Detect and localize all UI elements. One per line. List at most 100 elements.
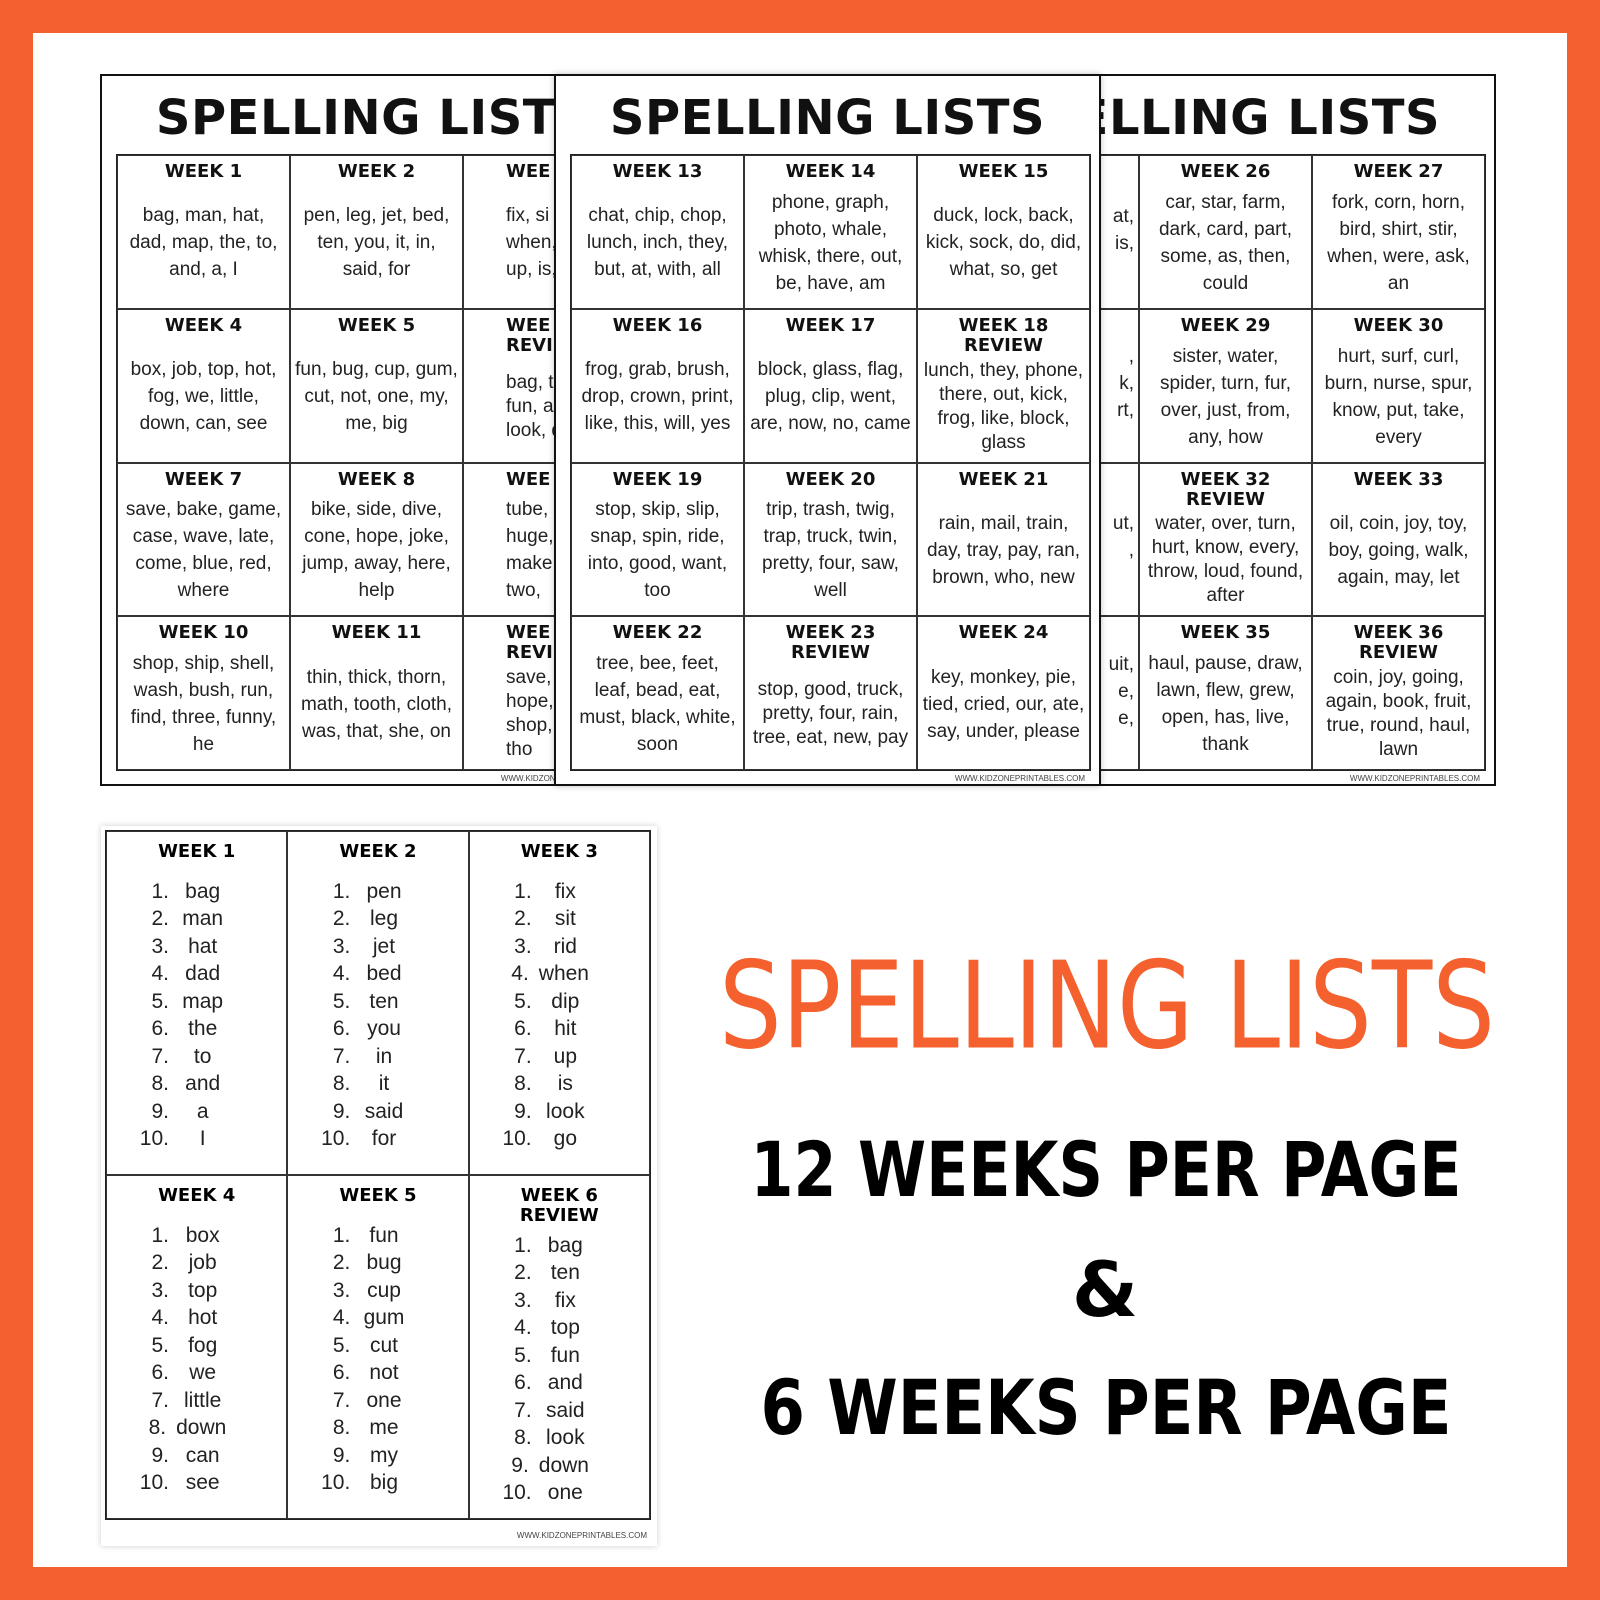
week-words: water, over, turn, hurt, know, every, th…	[1147, 513, 1304, 607]
list-number: 7.	[332, 1388, 351, 1412]
list-row: 1. box	[107, 1222, 286, 1250]
list-word: box	[185, 1223, 220, 1247]
headline: SPELLING LISTS 12 WEEKS PER PAGE & 6 WEE…	[719, 938, 1495, 1452]
word-line: tho	[506, 739, 533, 761]
list-word: dad	[185, 962, 221, 986]
list-row: 9. down	[470, 1452, 649, 1480]
list-row: 5. map	[107, 988, 286, 1016]
week-header: WEEK 23 REVIEW	[745, 617, 916, 663]
week-header: WEEK 5	[291, 310, 462, 336]
week-grid: WEEK 13 chat, chip, chop, lunch, inch, th…	[570, 154, 1091, 771]
list-row: 2. sit	[470, 906, 649, 934]
word-list: 1. box 2. job 3. top 4. hot 5. fog 6. we 7. little 8. d…	[107, 1222, 286, 1497]
week-title: WEEK 6	[520, 1185, 598, 1206]
list-row: 10. for	[288, 1126, 467, 1154]
list-row: 4. bed	[288, 961, 467, 989]
list-number: 8.	[332, 1416, 351, 1440]
list-number: 4.	[514, 1316, 532, 1340]
week-cell: WEEK 27 fork, corn, horn, bird, shirt, st…	[1312, 155, 1485, 309]
list-number: 1.	[151, 879, 169, 903]
week-grid: at, is, WEEK 26 car, star, farm, dark, card…	[965, 154, 1486, 771]
list-row: 3. rid	[470, 933, 649, 961]
week-words: stop, good, truck, pretty, four, rain, t…	[752, 679, 909, 749]
week-header: WEEK 13	[572, 156, 743, 182]
week-words: trip, trash, twig, trap, truck, twin, pr…	[762, 499, 899, 602]
week-cell: WEEK 8 bike, side, dive, cone, hope, joke…	[290, 462, 463, 617]
week-cell: WEEK 11 thin, thick, thorn, math, tooth, …	[290, 616, 463, 770]
week-header: WEE	[464, 156, 635, 182]
headline-amp: &	[1072, 1245, 1138, 1334]
list-row: 2. leg	[288, 906, 467, 934]
list-row: 8. is	[470, 1071, 649, 1099]
week-label: REVI	[506, 642, 553, 664]
six-week-page: WEEK 1 1. bag 2. man 3. hat 4. dad 5. map 6. the 7. to…	[101, 826, 657, 1546]
list-number: 2.	[151, 1251, 169, 1275]
week-cell: WEEK 20 trip, trash, twig, trap, truck, t…	[744, 462, 917, 617]
list-word: hat	[188, 934, 218, 958]
list-word: a	[196, 1099, 209, 1123]
week-header: WEEK 5	[288, 1186, 467, 1206]
list-number: 6.	[151, 1361, 169, 1385]
list-row: 9. a	[107, 1098, 286, 1126]
list-number: 9.	[332, 1443, 351, 1467]
list-word: top	[550, 1316, 580, 1340]
week-words: phone, graph, photo, whale, whisk, there…	[758, 191, 903, 294]
list-row: 4. hot	[107, 1305, 286, 1333]
list-row: 5. fog	[107, 1332, 286, 1360]
list-row: 8. it	[288, 1071, 467, 1099]
list-word: fun	[369, 1223, 399, 1247]
list-row: 6. we	[107, 1360, 286, 1388]
word-line: at,	[1112, 205, 1134, 227]
list-number: 7.	[332, 1044, 351, 1068]
list-word: I	[199, 1127, 206, 1151]
list-word: for	[371, 1127, 397, 1151]
week-title: WEEK 13	[612, 161, 703, 182]
list-row: 6. not	[288, 1360, 467, 1388]
list-row: 1. fun	[288, 1222, 467, 1250]
list-word: is	[557, 1072, 573, 1096]
list-word: fix	[554, 879, 576, 903]
list-word: cup	[367, 1278, 401, 1302]
list-number: 10.	[139, 1471, 169, 1495]
list-number: 9.	[151, 1099, 169, 1123]
list-word: leg	[369, 907, 398, 931]
week-title: WEEK 19	[612, 468, 703, 490]
list-word: dip	[551, 989, 580, 1013]
list-word: see	[185, 1471, 220, 1495]
list-row: 5. ten	[288, 988, 467, 1016]
week-cell: WEEK 5 fun, bug, cup, gum, cut, not, one,…	[290, 308, 463, 463]
list-word: man	[182, 907, 224, 931]
word-line: ,	[1128, 346, 1134, 368]
list-row: 8. down	[107, 1415, 286, 1443]
list-number: 2.	[514, 1261, 532, 1285]
word-line: ,	[1128, 540, 1134, 562]
word-line: uit,	[1108, 653, 1134, 675]
week-header: WEEK 21	[918, 464, 1089, 490]
list-row: 4. dad	[107, 961, 286, 989]
word-line: e,	[1118, 680, 1134, 702]
list-number: 8.	[332, 1072, 351, 1096]
week-words: bag, man, hat, dad, map, the, to, and, a…	[129, 205, 278, 281]
week-title: WEEK 2	[339, 841, 417, 862]
list-number: 3.	[332, 1278, 351, 1302]
week-header: WEEK 11	[291, 617, 462, 643]
list-row: 3. cup	[288, 1277, 467, 1305]
week-title: WEEK 27	[1353, 161, 1444, 182]
list-word: one	[547, 1481, 583, 1505]
week-header: WEEK 6 REVIEW	[470, 1186, 649, 1226]
list-word: it	[378, 1072, 390, 1096]
list-number: 5.	[514, 989, 532, 1013]
week-cell: WEEK 2 pen, leg, jet, bed, ten, you, it, …	[290, 155, 463, 309]
list-row: 1. pen	[288, 878, 467, 906]
week-title: WEEK 3	[520, 841, 598, 862]
week-header: WEE	[464, 464, 635, 490]
week-cell: WEEK 36 REVIEW coin, joy, going, again, bo…	[1312, 616, 1485, 770]
week-label: REVIEW	[791, 642, 870, 664]
list-word: when	[538, 962, 589, 986]
list-word: go	[553, 1127, 577, 1151]
list-number: 10.	[502, 1481, 532, 1505]
list-word: hit	[554, 1017, 577, 1041]
week-title: WEEK 32	[1180, 468, 1271, 490]
list-number: 3.	[332, 934, 351, 958]
